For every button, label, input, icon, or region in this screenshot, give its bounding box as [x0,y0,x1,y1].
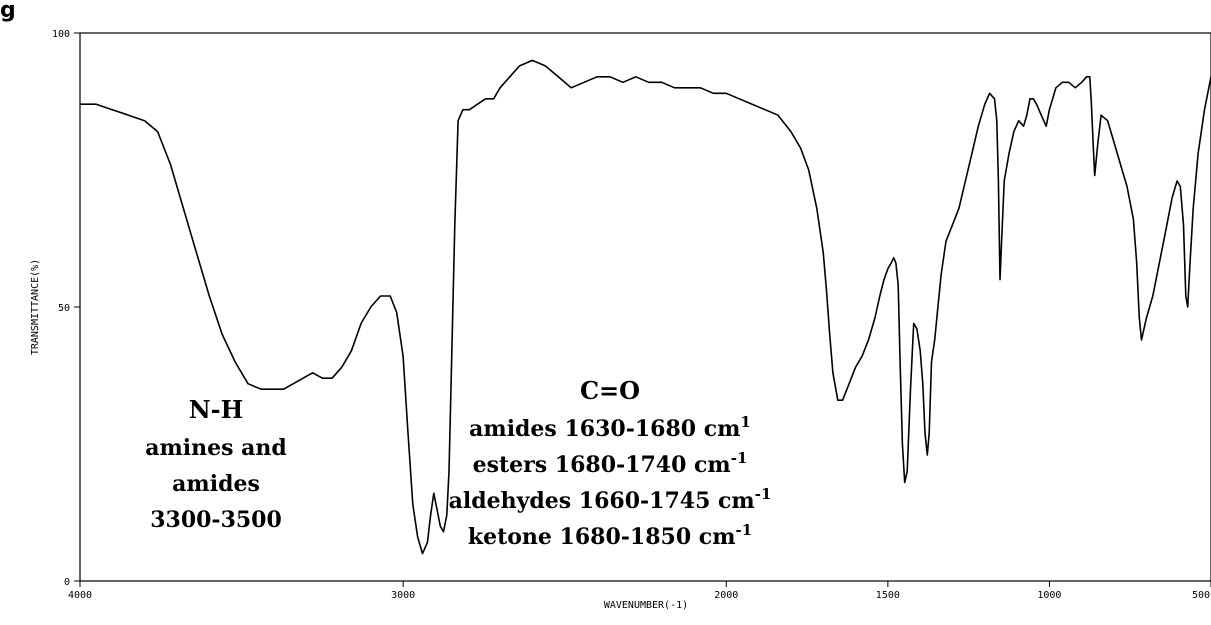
annotation-c-o: C=O amides 1630-1680 cm1 esters 1680-174… [449,376,772,550]
annotation-n-h: N-H amines and amides 3300-3500 [145,395,287,533]
annotation-c-o-line-1: amides 1630-1680 cm1 [469,413,751,442]
annotation-c-o-line-1-sup: 1 [740,413,750,431]
y-axis-label: TRANSMITTANCE(%) [30,259,41,355]
annotation-c-o-line-3: aldehydes 1660-1745 cm-1 [449,485,772,514]
annotation-c-o-line-2-sup: -1 [731,449,748,467]
annotation-c-o-line-3-text: aldehydes 1660-1745 cm [449,488,755,514]
annotation-c-o-line-1-text: amides 1630-1680 cm [469,416,740,442]
annotation-c-o-line-4-sup: -1 [735,521,752,539]
x-tick-label: 2000 [714,590,738,601]
x-tick-label: 1000 [1037,590,1061,601]
y-tick-label: 0 [64,577,70,588]
annotation-c-o-title: C=O [580,376,640,405]
annotation-n-h-line-3: 3300-3500 [150,507,282,533]
annotation-c-o-line-4-text: ketone 1680-1850 cm [468,524,736,550]
annotation-c-o-line-2: esters 1680-1740 cm-1 [473,449,748,478]
corner-label: g [0,0,16,23]
y-tick-label: 50 [58,303,70,314]
annotation-n-h-line-1: amines and [145,435,287,461]
annotation-c-o-line-3-sup: -1 [755,485,772,503]
x-tick-label: 500 [1192,590,1210,601]
x-tick-label: 3000 [391,590,415,601]
annotation-c-o-line-2-text: esters 1680-1740 cm [473,452,731,478]
annotation-c-o-line-4: ketone 1680-1850 cm-1 [468,521,752,550]
annotation-n-h-title: N-H [189,395,244,424]
x-axis-ticks: 4000 3000 2000 1500 1000 500 [68,581,1211,601]
annotation-n-h-line-2: amides [172,471,260,497]
spectrum-line [80,59,1211,555]
y-tick-label: 100 [52,29,70,40]
x-tick-label: 4000 [68,590,92,601]
x-tick-label: 1500 [876,590,900,601]
y-axis-ticks: 0 50 100 [52,29,80,588]
x-axis-label: WAVENUMBER(-1) [604,600,688,611]
